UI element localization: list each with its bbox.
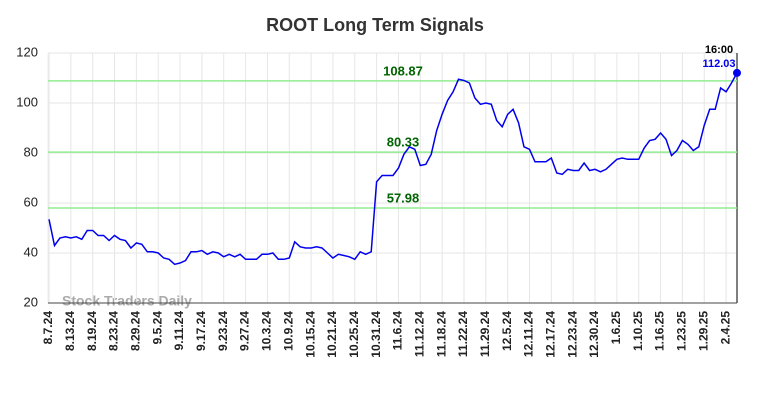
y-tick-label: 100: [16, 94, 38, 109]
x-tick-label: 12.23.24: [565, 311, 579, 358]
x-tick-label: 1.10.25: [631, 311, 645, 351]
x-tick-label: 8.13.24: [63, 311, 77, 351]
watermark: Stock Traders Daily: [62, 293, 192, 309]
price-line: [48, 72, 738, 266]
x-tick-label: 2.4.25: [718, 311, 732, 345]
x-tick-label: 11.18.24: [434, 311, 448, 357]
x-tick-label: 9.11.24: [172, 311, 186, 351]
x-tick-label: 1.16.25: [653, 311, 667, 351]
signal-label: 80.33: [387, 135, 420, 150]
signal-label: 108.87: [383, 63, 423, 78]
signal-label: 57.98: [387, 190, 420, 205]
x-tick-label: 9.5.24: [150, 311, 164, 345]
x-tick-label: 11.6.24: [391, 311, 405, 351]
y-tick-label: 60: [24, 194, 38, 209]
x-tick-label: 8.29.24: [129, 311, 143, 351]
x-tick-label: 9.17.24: [194, 311, 208, 351]
x-tick-label: 12.30.24: [587, 311, 601, 358]
y-tick-label: 80: [24, 144, 38, 159]
x-tick-label: 10.15.24: [303, 311, 317, 358]
chart-title: ROOT Long Term Signals: [266, 15, 484, 35]
x-tick-label: 11.22.24: [456, 311, 470, 357]
x-tick-label: 10.31.24: [369, 311, 383, 358]
x-tick-label: 11.12.24: [412, 311, 426, 357]
y-tick-label: 20: [24, 294, 38, 309]
x-tick-label: 8.23.24: [107, 311, 121, 351]
x-tick-label: 12.11.24: [522, 311, 536, 357]
y-tick-label: 40: [24, 244, 38, 259]
x-tick-label: 8.7.24: [41, 311, 55, 345]
x-tick-label: 11.29.24: [478, 311, 492, 357]
x-tick-label: 10.25.24: [347, 311, 361, 358]
end-time: 16:00: [705, 44, 733, 56]
x-tick-label: 10.21.24: [325, 311, 339, 358]
x-tick-label: 10.9.24: [281, 311, 295, 351]
x-tick-label: 1.6.25: [609, 311, 623, 345]
last-point: [733, 68, 741, 77]
x-tick-label: 12.5.24: [500, 311, 514, 351]
x-tick-label: 8.19.24: [85, 311, 99, 351]
x-tick-label: 12.17.24: [544, 311, 558, 358]
x-tick-label: 10.3.24: [260, 311, 274, 351]
x-tick-label: 9.23.24: [216, 311, 230, 351]
x-tick-label: 1.29.25: [696, 311, 710, 351]
x-tick-label: 9.27.24: [238, 311, 252, 351]
end-value: 112.03: [702, 58, 735, 70]
x-tick-label: 1.23.25: [675, 311, 689, 351]
y-tick-label: 120: [16, 44, 38, 59]
